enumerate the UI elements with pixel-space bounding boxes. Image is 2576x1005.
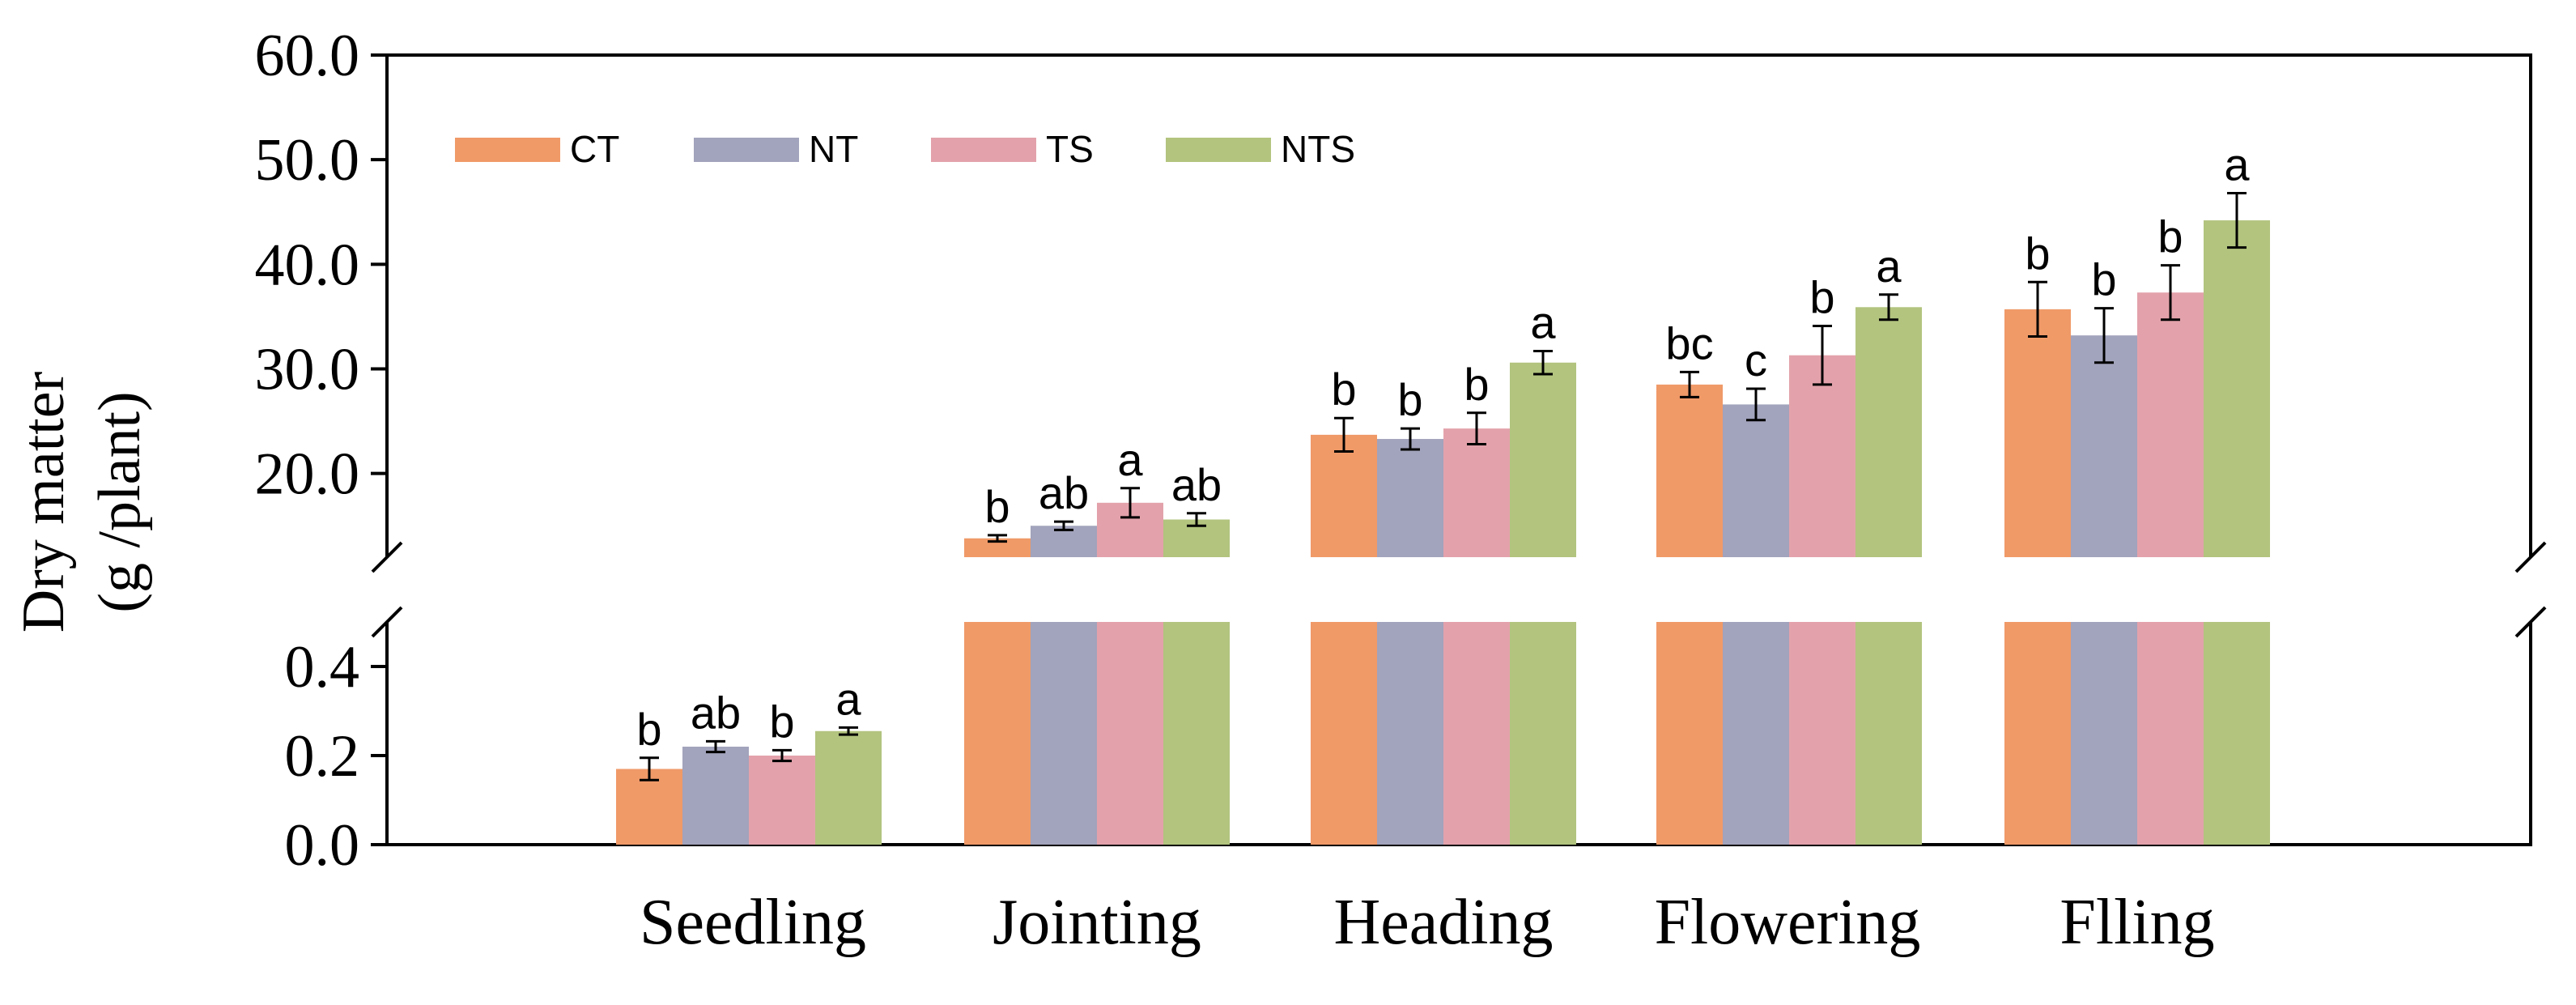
- axis-break-left-upper: [371, 541, 403, 573]
- bar-ct-heading: [1311, 434, 1377, 557]
- x-category-label: Heading: [1333, 887, 1553, 958]
- axis-break-right-lower: [2514, 606, 2547, 638]
- significance-letter: a: [835, 673, 861, 724]
- significance-letter: b: [769, 696, 794, 747]
- bar-ts-heading-lower: [1443, 622, 1510, 845]
- x-category-label: Jointing: [993, 887, 1201, 958]
- bar-ct-flowering: [1656, 384, 1723, 557]
- bar-ts-flling-lower: [2137, 622, 2204, 845]
- legend-label-nts: NTS: [1281, 128, 1355, 170]
- axis-break-left-lower: [371, 606, 403, 638]
- bar-ts-heading: [1443, 428, 1510, 557]
- axis-break-right-upper: [2514, 541, 2547, 573]
- bar-nts-heading-lower: [1510, 622, 1576, 845]
- bar-ct-seedling: [616, 769, 682, 845]
- legend-label-ts: TS: [1046, 128, 1094, 170]
- bar-ct-jointing: [964, 538, 1031, 557]
- bar-nts-heading: [1510, 362, 1576, 557]
- bar-nts-flling: [2204, 220, 2270, 557]
- significance-letter: ab: [691, 687, 741, 738]
- significance-letter: a: [1117, 434, 1143, 485]
- x-category-label: Seedling: [640, 887, 866, 958]
- significance-letter: a: [1530, 297, 1556, 348]
- lower-y-tick-label: 0.0: [285, 812, 360, 879]
- bar-nt-jointing-lower: [1031, 622, 1097, 845]
- bar-nts-jointing-lower: [1163, 622, 1230, 845]
- legend-swatch-ct: [455, 138, 560, 162]
- y-axis-title-line2: (g /plant): [87, 391, 153, 612]
- bar-nt-flowering-lower: [1723, 622, 1789, 845]
- upper-y-tick-label: 60.0: [255, 23, 360, 89]
- bar-ts-flowering: [1789, 355, 1855, 557]
- x-category-label: Flowering: [1655, 887, 1921, 958]
- bar-ct-jointing-lower: [964, 622, 1031, 845]
- legend-label-ct: CT: [570, 128, 619, 170]
- significance-letter: b: [636, 704, 661, 755]
- significance-letter: b: [1809, 272, 1834, 323]
- legend-swatch-ts: [931, 138, 1036, 162]
- bar-ts-flowering-lower: [1789, 622, 1855, 845]
- upper-y-tick-label: 30.0: [255, 337, 360, 403]
- significance-letter: b: [1464, 359, 1489, 410]
- legend: CT NT TS NTS: [455, 128, 1355, 170]
- bar-ct-heading-lower: [1311, 622, 1377, 845]
- bar-ct-flowering-lower: [1656, 622, 1723, 845]
- significance-letter: b: [2091, 254, 2116, 305]
- bar-nt-heading: [1377, 439, 1443, 557]
- error-bars-group: [640, 192, 2247, 781]
- bar-nts-flling-lower: [2204, 622, 2270, 845]
- upper-y-tick-label: 40.0: [255, 232, 360, 298]
- bar-nts-flowering: [1855, 307, 1922, 557]
- significance-letter: b: [1331, 364, 1356, 415]
- significance-letter: c: [1745, 334, 1767, 385]
- significance-letter: a: [2224, 139, 2250, 190]
- lower-y-tick-label: 0.2: [285, 723, 360, 790]
- bar-nts-seedling: [815, 730, 882, 845]
- significance-letter: b: [2025, 228, 2050, 279]
- bar-ts-jointing-lower: [1097, 622, 1163, 845]
- y-axis-title: Dry matter (g /plant): [11, 372, 153, 633]
- significance-letter: ab: [1039, 467, 1089, 518]
- bar-ct-flling-lower: [2004, 622, 2071, 845]
- lower-y-tick-label: 0.4: [285, 634, 360, 701]
- bar-nts-flowering-lower: [1855, 622, 1922, 845]
- significance-letter: ab: [1171, 459, 1222, 510]
- significance-letter: bc: [1665, 317, 1713, 368]
- significance-letter: a: [1876, 241, 1902, 292]
- bar-ct-flling: [2004, 309, 2071, 557]
- bar-ts-flling: [2137, 292, 2204, 557]
- bar-nt-heading-lower: [1377, 622, 1443, 845]
- x-axis-category-labels: Seedling Jointing Heading Flowering Flling: [640, 887, 2215, 958]
- significance-letter: b: [1397, 374, 1422, 425]
- upper-panel-frame: [385, 53, 2532, 557]
- legend-swatch-nt: [694, 138, 799, 162]
- legend-label-nt: NT: [809, 128, 858, 170]
- upper-y-tick-label: 20.0: [255, 441, 360, 508]
- upper-y-tick-label: 50.0: [255, 127, 360, 194]
- bar-nt-seedling: [682, 747, 749, 845]
- significance-letter: b: [984, 481, 1010, 532]
- bar-nt-flling-lower: [2071, 622, 2137, 845]
- y-axis-ticks: 20.0 30.0 40.0 50.0 60.0 0.0 0.2 0.4: [255, 23, 387, 879]
- x-category-label: Flling: [2060, 887, 2214, 958]
- significance-letter: b: [2157, 211, 2183, 262]
- y-axis-title-line1: Dry matter: [11, 372, 77, 633]
- bar-nt-flowering: [1723, 404, 1789, 557]
- bar-ts-seedling: [749, 756, 815, 845]
- legend-swatch-nts: [1166, 138, 1271, 162]
- bars-group: [616, 220, 2270, 845]
- bar-nt-flling: [2071, 335, 2137, 557]
